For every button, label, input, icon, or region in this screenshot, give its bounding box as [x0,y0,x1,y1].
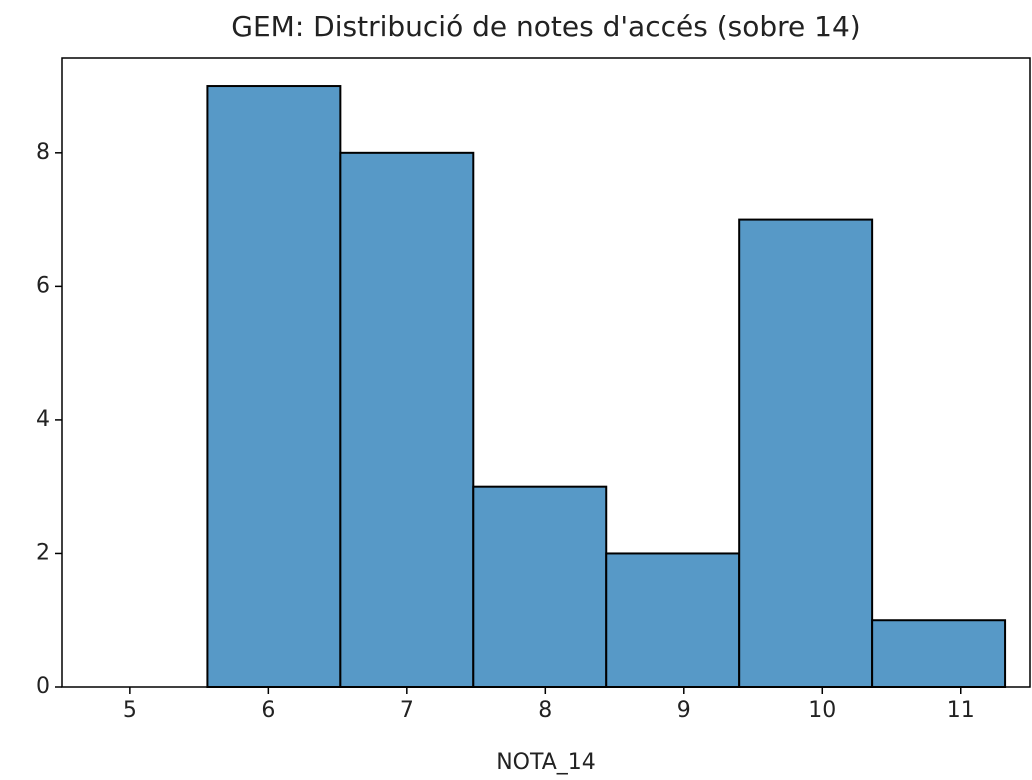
y-tick-label: 8 [36,140,50,165]
y-tick-label: 4 [36,407,50,432]
x-tick-label: 7 [400,698,414,723]
y-tick-label: 6 [36,273,50,298]
bar [206,85,342,689]
x-tick-label: 11 [947,698,975,723]
y-tick-label: 2 [36,540,50,565]
bar [472,485,608,688]
x-tick-label: 8 [538,698,552,723]
y-tick-label: 0 [36,674,50,699]
bar [605,552,741,688]
x-axis-label: NOTA_14 [496,750,596,775]
x-tick-label: 5 [123,698,137,723]
x-tick-label: 10 [808,698,836,723]
bar [871,619,1007,688]
bar [738,218,874,688]
bar [339,151,475,689]
chart-title: GEM: Distribució de notes d'accés (sobre… [231,10,860,43]
x-tick-label: 6 [261,698,275,723]
x-tick-label: 9 [677,698,691,723]
